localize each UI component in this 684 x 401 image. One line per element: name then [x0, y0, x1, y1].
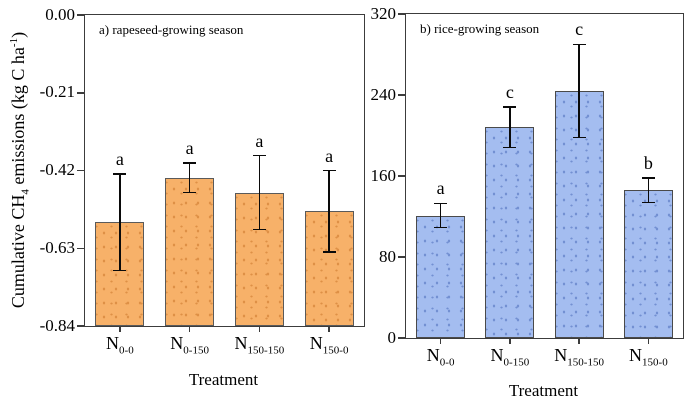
error-bar-cap-top [252, 154, 266, 157]
x-tick [328, 326, 330, 332]
panel-a-plot-area: a) rapeseed-growing season 0.00 -0.21 -0.4… [40, 5, 365, 357]
y-tick [397, 256, 405, 258]
x-tick-label: N0-150 [145, 333, 235, 357]
x-tick-label-base: N [234, 333, 248, 353]
error-bar-cap-top [183, 162, 197, 164]
y-tick-label: 0 [387, 327, 397, 347]
y-tick [397, 13, 405, 15]
panel-b-title: b) rice-growing season [420, 21, 540, 36]
error-bar-line [647, 178, 650, 203]
error-bar-line [439, 203, 442, 228]
x-tick-label: N150-150 [214, 333, 304, 357]
y-tick [397, 94, 405, 96]
x-tick [439, 338, 442, 344]
y-tick-label: 320 [370, 3, 397, 23]
bar [165, 177, 215, 326]
y-tick-label: -0.21 [39, 82, 75, 102]
y-tick-label: -0.42 [39, 160, 75, 179]
x-tick-label: N0-150 [465, 345, 555, 369]
x-tick-label-base: N [309, 333, 323, 353]
error-bar-line [578, 44, 580, 138]
x-tick [258, 326, 261, 332]
error-bar-line [188, 163, 191, 193]
x-tick-label-subscript: 150-0 [322, 344, 349, 357]
significance-letter: b [643, 153, 653, 174]
x-tick [509, 338, 511, 344]
x-tick [647, 338, 650, 344]
x-tick-label-subscript: 0-0 [119, 344, 134, 357]
x-tick-label-subscript: 0-150 [183, 344, 209, 357]
significance-letter: a [115, 149, 124, 170]
x-tick [188, 326, 191, 332]
significance-letter: a [185, 138, 194, 159]
error-bar-cap-bottom [322, 251, 336, 253]
error-bar-cap-bottom [641, 201, 655, 204]
error-bar-line [258, 155, 261, 230]
x-tick-label-subscript: 150-150 [567, 356, 604, 369]
x-tick-label-base: N [106, 333, 120, 353]
error-bar-cap-bottom [183, 191, 197, 194]
y-axis-label-superscript: -1 [8, 37, 20, 48]
y-tick-label: 0.00 [45, 4, 75, 24]
x-tick-label-base: N [170, 333, 184, 353]
x-tick [578, 338, 580, 344]
significance-letter: a [325, 145, 334, 166]
y-tick-label: -0.63 [39, 237, 75, 257]
y-tick [76, 247, 84, 249]
y-tick-label: -0.84 [39, 315, 75, 335]
error-bar-cap-bottom [252, 228, 266, 231]
y-tick-label: 80 [379, 246, 396, 266]
x-tick-label: N150-0 [603, 345, 684, 369]
error-bar-cap-bottom [572, 136, 586, 139]
panel-b-plot-area: b) rice-growing season 320 240 160 80 0 a N0-0… [371, 4, 684, 369]
significance-letter: a [436, 178, 445, 199]
y-tick [76, 14, 84, 16]
x-tick-label-base: N [490, 345, 504, 365]
error-bar-line [509, 107, 511, 148]
significance-letter: c [575, 19, 584, 40]
x-tick-label-subscript: 150-0 [642, 356, 668, 369]
bar [623, 190, 673, 338]
y-axis-label-close-paren: ) [8, 31, 28, 38]
error-bar-cap-top [572, 43, 586, 46]
x-tick-label-subscript: 0-150 [503, 356, 530, 369]
bar [416, 215, 466, 338]
x-tick-label: N150-150 [534, 345, 624, 369]
error-bar-cap-top [641, 177, 655, 179]
y-tick-label: 240 [370, 84, 397, 104]
y-tick-label: 160 [370, 165, 397, 185]
x-tick-label-subscript: 150-150 [247, 344, 285, 357]
bar [95, 222, 145, 326]
error-bar-cap-top [434, 202, 448, 205]
error-bar-cap-top [322, 169, 336, 172]
error-bar-line [328, 170, 330, 252]
y-tick [397, 175, 405, 177]
significance-letter: c [505, 82, 514, 103]
x-tick [119, 326, 121, 332]
error-bar-cap-top [113, 173, 127, 175]
x-tick-label-subscript: 0-0 [439, 356, 455, 369]
error-bar-line [119, 174, 121, 271]
x-tick-label: N0-0 [75, 333, 165, 357]
y-tick [76, 325, 84, 327]
y-tick [76, 169, 84, 172]
panel-b-x-axis-title: Treatment [508, 381, 579, 400]
error-bar-cap-bottom [434, 226, 448, 229]
x-tick-label-base: N [554, 345, 568, 365]
panel-a-title: a) rapeseed-growing season [99, 22, 244, 37]
error-bar-cap-top [503, 106, 517, 108]
error-bar-cap-bottom [503, 146, 517, 149]
significance-letter: a [255, 130, 264, 151]
x-tick-label: N150-0 [284, 333, 374, 357]
error-bar-cap-bottom [113, 269, 127, 272]
x-tick-label: N0-0 [396, 345, 486, 369]
x-tick-label-base: N [629, 345, 643, 365]
panel-a-x-axis-title: Treatment [188, 370, 259, 389]
bar [485, 127, 535, 338]
y-tick [397, 337, 405, 339]
y-tick [76, 92, 84, 94]
x-tick-label-base: N [426, 345, 440, 365]
y-axis-label-subscript: 4 [19, 189, 32, 195]
